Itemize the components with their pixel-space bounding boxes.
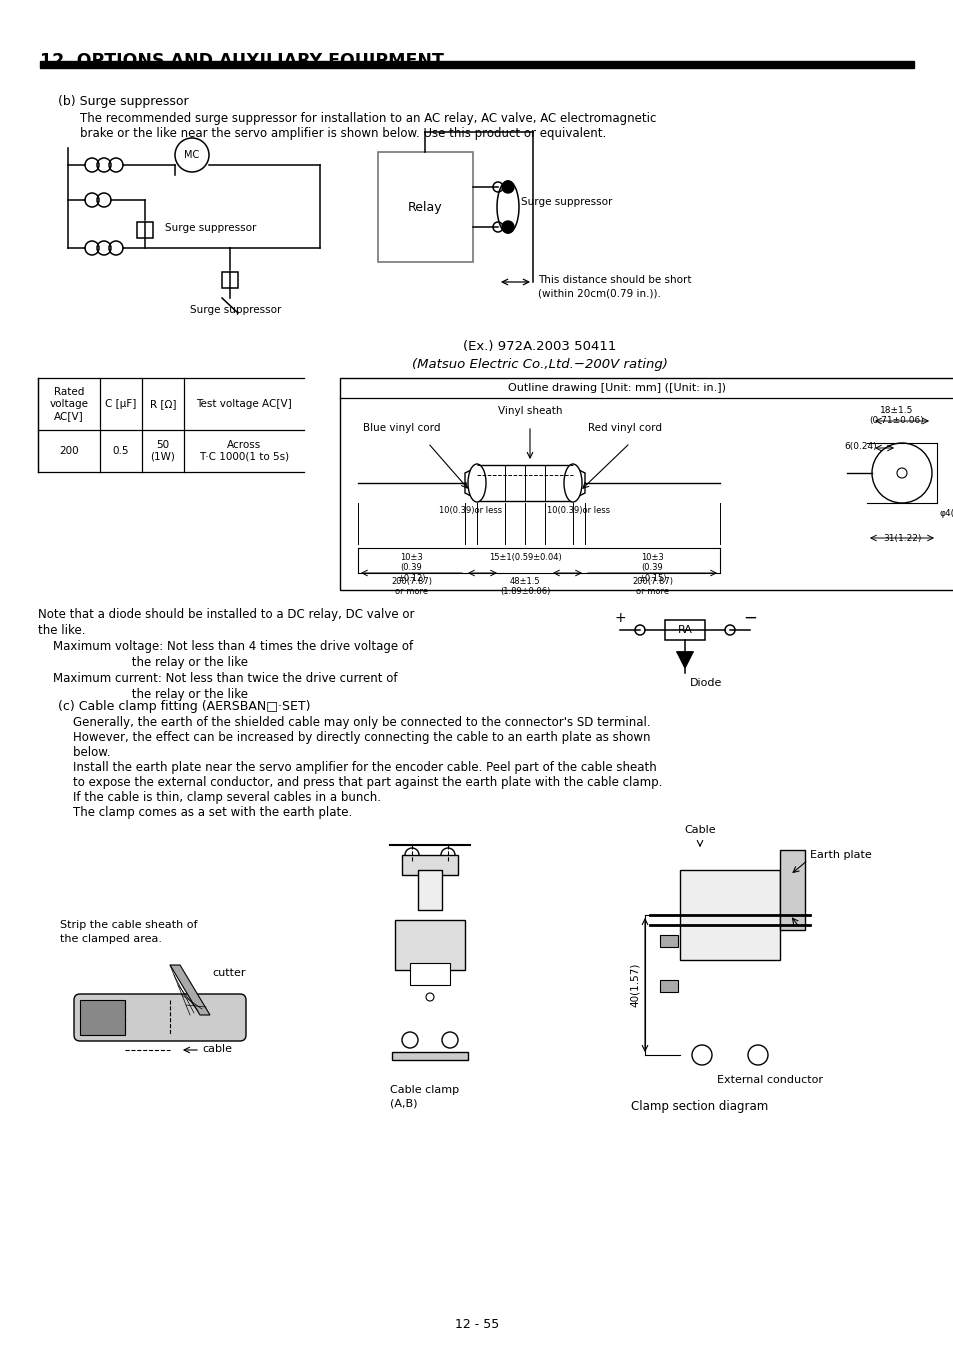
Text: 10±3
(0.39
±0.15): 10±3 (0.39 ±0.15) bbox=[638, 554, 666, 583]
Text: Across
T·C 1000(1 to 5s): Across T·C 1000(1 to 5s) bbox=[199, 440, 289, 462]
Bar bbox=[80, 1000, 125, 1035]
Text: 200(7.87)
or more: 200(7.87) or more bbox=[391, 576, 432, 597]
Text: (within 20cm(0.79 in.)).: (within 20cm(0.79 in.)). bbox=[537, 289, 660, 298]
Text: Surge suppressor: Surge suppressor bbox=[520, 197, 612, 207]
Text: The clamp comes as a set with the earth plate.: The clamp comes as a set with the earth … bbox=[58, 806, 352, 819]
Bar bbox=[392, 1052, 468, 1060]
Text: 40(1.57): 40(1.57) bbox=[629, 963, 639, 1007]
Text: Maximum current: Not less than twice the drive current of: Maximum current: Not less than twice the… bbox=[38, 672, 397, 684]
Text: Cable: Cable bbox=[683, 825, 715, 836]
Circle shape bbox=[501, 181, 514, 193]
Bar bbox=[664, 620, 704, 640]
Text: Cable clamp: Cable clamp bbox=[390, 1085, 458, 1095]
Text: (Matsuo Electric Co.,Ltd.−200V rating): (Matsuo Electric Co.,Ltd.−200V rating) bbox=[412, 358, 667, 371]
Text: Earth plate: Earth plate bbox=[809, 850, 871, 860]
Text: Blue vinyl cord: Blue vinyl cord bbox=[363, 423, 440, 433]
Ellipse shape bbox=[563, 464, 581, 502]
Text: (c) Cable clamp fitting (AERSBAN□·SET): (c) Cable clamp fitting (AERSBAN□·SET) bbox=[58, 701, 310, 713]
Text: −: − bbox=[742, 609, 756, 626]
Text: φ4(0.16): φ4(0.16) bbox=[939, 509, 953, 517]
Text: Generally, the earth of the shielded cable may only be connected to the connecto: Generally, the earth of the shielded cab… bbox=[58, 716, 650, 729]
Text: Surge suppressor: Surge suppressor bbox=[165, 223, 256, 234]
Text: 48±1.5
(1.89±0.06): 48±1.5 (1.89±0.06) bbox=[499, 576, 550, 597]
Bar bbox=[417, 869, 441, 910]
Bar bbox=[137, 221, 152, 238]
Text: 12. OPTIONS AND AUXILIARY EQUIPMENT: 12. OPTIONS AND AUXILIARY EQUIPMENT bbox=[40, 53, 443, 70]
Text: Diode: Diode bbox=[689, 678, 721, 688]
Text: Note that a diode should be installed to a DC relay, DC valve or: Note that a diode should be installed to… bbox=[38, 608, 414, 621]
Bar bbox=[659, 936, 678, 946]
Polygon shape bbox=[464, 467, 476, 500]
Text: cable: cable bbox=[202, 1044, 232, 1054]
Text: Test voltage AC[V]: Test voltage AC[V] bbox=[196, 400, 292, 409]
Text: cutter: cutter bbox=[212, 968, 245, 977]
Text: Surge suppressor: Surge suppressor bbox=[190, 305, 281, 315]
Text: Maximum voltage: Not less than 4 times the drive voltage of: Maximum voltage: Not less than 4 times t… bbox=[38, 640, 413, 653]
Text: 18±1.5
(0.71±0.06): 18±1.5 (0.71±0.06) bbox=[869, 406, 923, 425]
Text: Rated
voltage
AC[V]: Rated voltage AC[V] bbox=[50, 387, 89, 421]
Text: This distance should be short: This distance should be short bbox=[537, 275, 691, 285]
Bar bbox=[476, 464, 573, 501]
Text: R [Ω]: R [Ω] bbox=[150, 400, 176, 409]
Text: Vinyl sheath: Vinyl sheath bbox=[497, 406, 561, 416]
Text: 50
(1W): 50 (1W) bbox=[151, 440, 175, 462]
Text: Outline drawing [Unit: mm] ([Unit: in.]): Outline drawing [Unit: mm] ([Unit: in.]) bbox=[507, 383, 725, 393]
Text: External conductor: External conductor bbox=[717, 1075, 822, 1085]
Bar bbox=[40, 61, 913, 68]
Text: (A,B): (A,B) bbox=[390, 1099, 417, 1108]
Ellipse shape bbox=[468, 464, 485, 502]
Text: 10(0.39)or less: 10(0.39)or less bbox=[547, 506, 610, 514]
Text: 0.5: 0.5 bbox=[112, 446, 129, 456]
Bar bbox=[222, 271, 237, 288]
Polygon shape bbox=[170, 965, 210, 1015]
Bar bbox=[659, 980, 678, 992]
Polygon shape bbox=[677, 652, 692, 668]
Text: (Ex.) 972A.2003 50411: (Ex.) 972A.2003 50411 bbox=[463, 340, 616, 352]
Text: 200(7.87)
or more: 200(7.87) or more bbox=[631, 576, 672, 597]
Bar bbox=[401, 855, 457, 875]
Bar bbox=[410, 963, 450, 986]
Text: the clamped area.: the clamped area. bbox=[60, 934, 162, 944]
Polygon shape bbox=[573, 467, 584, 500]
Bar bbox=[679, 869, 780, 960]
Text: Red vinyl cord: Red vinyl cord bbox=[587, 423, 661, 433]
Text: MC: MC bbox=[184, 150, 199, 161]
Text: 6(0.24): 6(0.24) bbox=[843, 441, 876, 451]
Text: 15±1(0.59±0.04): 15±1(0.59±0.04) bbox=[488, 554, 560, 562]
Text: C [μF]: C [μF] bbox=[105, 400, 136, 409]
FancyBboxPatch shape bbox=[74, 994, 246, 1041]
Text: Relay: Relay bbox=[408, 201, 442, 213]
Text: below.: below. bbox=[58, 747, 111, 759]
Bar bbox=[395, 919, 464, 971]
Text: brake or the like near the servo amplifier is shown below. Use this product or e: brake or the like near the servo amplifi… bbox=[80, 127, 605, 140]
Text: the like.: the like. bbox=[38, 624, 86, 637]
Text: However, the effect can be increased by directly connecting the cable to an eart: However, the effect can be increased by … bbox=[58, 730, 650, 744]
Text: 12 - 55: 12 - 55 bbox=[455, 1318, 498, 1331]
Bar bbox=[780, 850, 804, 930]
Text: 31(1.22): 31(1.22) bbox=[882, 533, 921, 543]
Bar bbox=[339, 378, 953, 590]
Text: The recommended surge suppressor for installation to an AC relay, AC valve, AC e: The recommended surge suppressor for ins… bbox=[80, 112, 656, 126]
Text: to expose the external conductor, and press that part against the earth plate wi: to expose the external conductor, and pr… bbox=[58, 776, 661, 788]
Text: RA: RA bbox=[677, 625, 692, 634]
Bar bbox=[377, 153, 473, 262]
Text: Clamp section diagram: Clamp section diagram bbox=[631, 1100, 768, 1112]
Text: 200: 200 bbox=[59, 446, 79, 456]
Text: Strip the cable sheath of: Strip the cable sheath of bbox=[60, 919, 197, 930]
Text: 10±3
(0.39
±0.12): 10±3 (0.39 ±0.12) bbox=[396, 554, 425, 583]
Text: Install the earth plate near the servo amplifier for the encoder cable. Peel par: Install the earth plate near the servo a… bbox=[58, 761, 656, 774]
Text: the relay or the like: the relay or the like bbox=[38, 688, 248, 701]
Text: the relay or the like: the relay or the like bbox=[38, 656, 248, 670]
Text: +: + bbox=[614, 612, 625, 625]
Text: 10(0.39)or less: 10(0.39)or less bbox=[439, 506, 502, 514]
Circle shape bbox=[501, 221, 514, 234]
Text: (b) Surge suppressor: (b) Surge suppressor bbox=[58, 95, 189, 108]
Text: If the cable is thin, clamp several cables in a bunch.: If the cable is thin, clamp several cabl… bbox=[58, 791, 380, 805]
